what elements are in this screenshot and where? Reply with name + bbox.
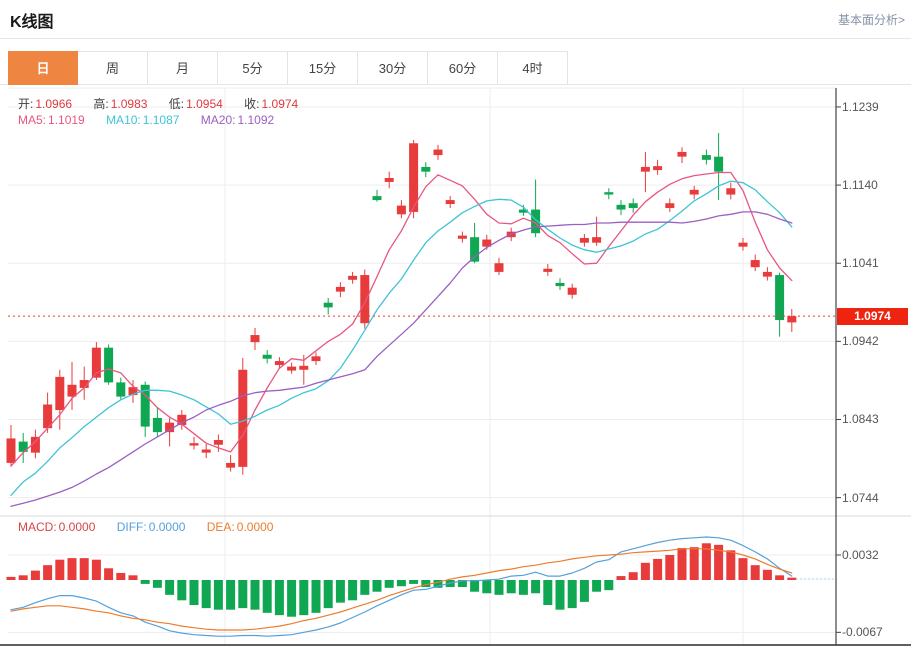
macd-tick-label: -0.0067 bbox=[842, 625, 883, 640]
diff-line bbox=[10, 536, 793, 637]
macd-histogram bbox=[6, 543, 797, 617]
fundamental-analysis-link[interactable]: 基本面分析> bbox=[837, 13, 905, 27]
macd-value: 0.0000 bbox=[58, 520, 96, 534]
tab-周[interactable]: 周 bbox=[78, 51, 148, 85]
price-tick-label: 1.0843 bbox=[842, 412, 879, 427]
candles bbox=[6, 132, 797, 475]
tab-月[interactable]: 月 bbox=[148, 51, 218, 85]
ma5-label: MA5: bbox=[18, 113, 47, 127]
diff-label: DIFF: bbox=[116, 520, 147, 534]
ma20-label: MA20: bbox=[200, 113, 236, 127]
tab-30分[interactable]: 30分 bbox=[358, 51, 428, 85]
tab-60分[interactable]: 60分 bbox=[428, 51, 498, 85]
close-value: 1.0974 bbox=[261, 97, 299, 111]
price-tick-label: 1.1239 bbox=[842, 99, 879, 114]
open-label: 开: bbox=[18, 97, 34, 111]
ma20-line bbox=[10, 211, 793, 507]
price-tick-label: 1.0744 bbox=[842, 490, 879, 505]
dea-line bbox=[10, 548, 793, 631]
diff-value: 0.0000 bbox=[148, 520, 186, 534]
dea-value: 0.0000 bbox=[236, 520, 274, 534]
title-divider bbox=[0, 38, 911, 39]
ma10-value: 1.1087 bbox=[142, 113, 180, 127]
ma20-value: 1.1092 bbox=[237, 113, 275, 127]
high-label: 高: bbox=[93, 97, 109, 111]
current-price-badge: 1.0974 bbox=[837, 307, 908, 325]
frame bbox=[0, 88, 911, 646]
tab-4时[interactable]: 4时 bbox=[498, 51, 568, 85]
price-tick-label: 1.0942 bbox=[842, 334, 879, 349]
tab-15分[interactable]: 15分 bbox=[288, 51, 358, 85]
ma10-label: MA10: bbox=[106, 113, 141, 127]
tab-日[interactable]: 日 bbox=[8, 51, 78, 85]
macd-legend: MACD: 0.0000 DIFF: 0.0000 DEA: 0.0000 bbox=[18, 520, 275, 534]
ohlc-legend: 开: 1.0966 高: 1.0983 低: 1.0954 收: 1.0974 bbox=[18, 95, 300, 112]
page-title: K线图 bbox=[10, 14, 54, 31]
tab-5分[interactable]: 5分 bbox=[218, 51, 288, 85]
timeframe-tabbar: 日周月 5分 15分 30分 60分 4时 bbox=[0, 51, 911, 85]
high-value: 1.0983 bbox=[110, 97, 148, 111]
dea-label: DEA: bbox=[206, 520, 235, 534]
low-label: 低: bbox=[168, 97, 185, 111]
macd-label: MACD: bbox=[18, 520, 57, 534]
price-tick-label: 1.1041 bbox=[842, 256, 879, 271]
price-tick-label: 1.1140 bbox=[842, 178, 878, 193]
macd-tick-label: 0.0032 bbox=[842, 548, 879, 562]
ma5-value: 1.1019 bbox=[48, 113, 85, 127]
open-value: 1.0966 bbox=[35, 97, 73, 111]
close-label: 收: bbox=[244, 97, 260, 111]
low-value: 1.0954 bbox=[186, 97, 223, 111]
ma-legend: MA5: 1.1019 MA10: 1.1087 MA20: 1.1092 bbox=[18, 113, 276, 127]
ma10-line bbox=[10, 180, 793, 496]
